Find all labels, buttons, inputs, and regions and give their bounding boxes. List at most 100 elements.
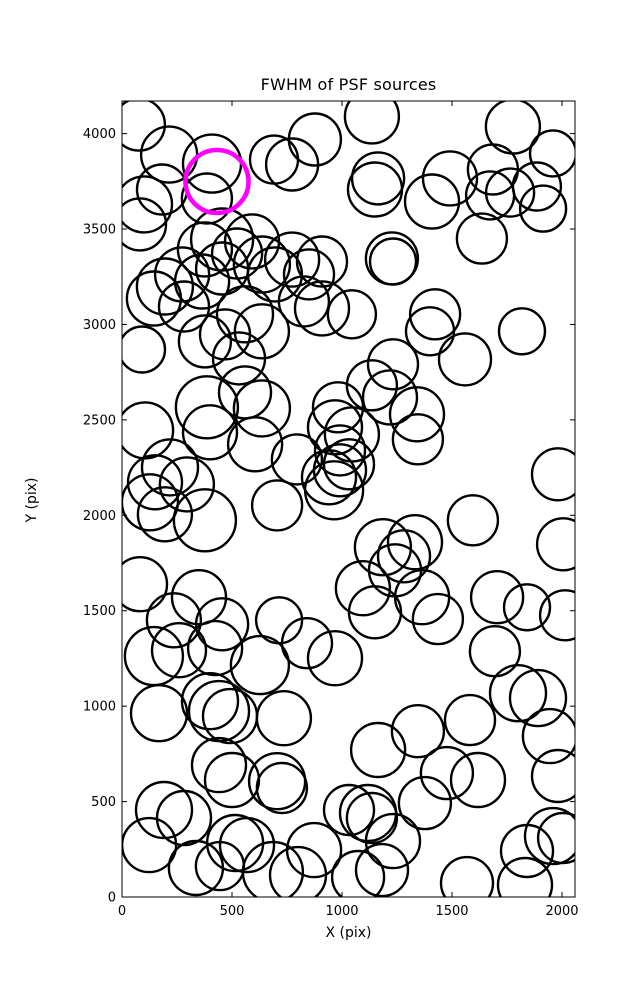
psf-source-circle bbox=[280, 617, 334, 670]
psf-source-circle bbox=[393, 569, 451, 626]
psf-source-circle bbox=[469, 570, 525, 625]
psf-source-circle bbox=[170, 569, 228, 626]
psf-source-circle bbox=[408, 288, 462, 341]
psf-source-circle bbox=[173, 253, 231, 310]
data-points bbox=[122, 101, 575, 897]
x-tick-label: 1000 bbox=[325, 904, 358, 919]
psf-source-circle bbox=[538, 589, 575, 642]
psf-source-circle bbox=[176, 221, 234, 278]
psf-source-circle bbox=[306, 630, 364, 687]
psf-source-circle bbox=[155, 789, 213, 847]
psf-source-circle bbox=[203, 751, 261, 809]
psf-source-circle bbox=[145, 592, 203, 649]
psf-source-circle bbox=[282, 248, 336, 301]
psf-source-circle bbox=[136, 486, 194, 543]
psf-source-circle bbox=[404, 306, 456, 357]
psf-source-circle bbox=[368, 237, 418, 286]
psf-source-circle bbox=[354, 842, 410, 897]
y-tick-label: 4000 bbox=[83, 127, 116, 142]
psf-source-circle bbox=[255, 761, 309, 815]
psf-source-circle bbox=[334, 560, 392, 617]
psf-source-circle bbox=[518, 184, 568, 233]
psf-source-circle bbox=[535, 517, 575, 572]
psf-source-circle bbox=[497, 307, 547, 356]
psf-source-circle bbox=[232, 379, 292, 438]
psf-source-circle bbox=[194, 597, 250, 652]
psf-source-circle bbox=[172, 488, 238, 553]
psf-source-circle bbox=[499, 823, 555, 879]
psf-source-circle bbox=[345, 359, 399, 412]
psf-source-circle bbox=[361, 369, 419, 426]
psf-source-circle bbox=[295, 235, 349, 288]
psf-source-circle bbox=[287, 112, 343, 167]
psf-source-circle bbox=[411, 592, 465, 646]
psf-source-circle bbox=[468, 625, 522, 678]
psf-source-circle bbox=[122, 197, 168, 252]
psf-source-circle bbox=[508, 668, 568, 728]
chart-title: FWHM of PSF sources bbox=[260, 75, 437, 94]
psf-source-circle bbox=[226, 416, 284, 473]
axis-ticks bbox=[121, 101, 575, 898]
psf-source-circle bbox=[346, 161, 404, 218]
psf-source-circle bbox=[211, 331, 267, 386]
psf-source-circle bbox=[167, 839, 225, 897]
psf-source-circle bbox=[439, 855, 495, 897]
psf-source-circle bbox=[521, 707, 575, 765]
psf-source-circle bbox=[536, 811, 575, 865]
psf-source-circle bbox=[135, 163, 189, 216]
psf-source-circle bbox=[488, 664, 548, 723]
psf-source-circle bbox=[268, 845, 328, 897]
psf-source-circle bbox=[255, 690, 313, 747]
psf-source-circle bbox=[134, 780, 194, 840]
psf-source-circle bbox=[270, 433, 324, 486]
psf-source-circle bbox=[326, 289, 378, 340]
psf-source-circle bbox=[446, 494, 500, 547]
psf-source-circle bbox=[366, 338, 420, 391]
psf-source-circle bbox=[303, 460, 365, 521]
psf-source-circle bbox=[190, 736, 248, 794]
x-axis-label: X (pix) bbox=[325, 925, 372, 941]
y-tick-label: 1500 bbox=[83, 604, 116, 619]
psf-source-circle bbox=[233, 303, 291, 360]
y-tick-label: 2500 bbox=[83, 413, 116, 428]
psf-source-circle bbox=[350, 151, 406, 206]
psf-source-circle bbox=[364, 812, 422, 870]
y-tick-label: 2000 bbox=[83, 509, 116, 524]
psf-source-circle bbox=[250, 479, 304, 532]
psf-source-circle bbox=[217, 365, 273, 420]
psf-source-circle bbox=[496, 856, 554, 897]
psf-source-circle bbox=[523, 806, 575, 866]
psf-source-circle bbox=[140, 438, 200, 497]
psf-source-circle bbox=[218, 816, 276, 874]
psf-source-circle bbox=[229, 634, 291, 696]
psf-source-circle bbox=[126, 454, 184, 511]
psf-source-circle bbox=[386, 514, 444, 571]
highlighted-psf-source-circle bbox=[183, 147, 251, 216]
psf-source-circle bbox=[293, 280, 351, 337]
psf-source-circle bbox=[330, 849, 386, 897]
psf-source-circle bbox=[122, 401, 175, 460]
psf-source-circle bbox=[277, 275, 331, 328]
psf-source-circle bbox=[345, 791, 399, 845]
y-tick-label: 3500 bbox=[83, 223, 116, 238]
psf-source-circle bbox=[449, 751, 507, 809]
psf-source-circle bbox=[186, 619, 244, 677]
psf-source-circle bbox=[347, 585, 403, 640]
psf-source-circle bbox=[311, 381, 365, 434]
psf-source-circle bbox=[343, 101, 401, 145]
x-tick-label: 2000 bbox=[545, 904, 578, 919]
psf-source-circle bbox=[263, 231, 321, 288]
psf-source-circle bbox=[349, 721, 407, 779]
psf-source-circle bbox=[158, 456, 216, 513]
psf-source-circle bbox=[376, 529, 432, 584]
y-tick-label: 0 bbox=[108, 891, 116, 906]
y-tick-label: 1000 bbox=[83, 700, 116, 715]
psf-source-circle bbox=[528, 129, 575, 178]
x-tick-label: 500 bbox=[220, 904, 245, 919]
axes-frame bbox=[121, 100, 576, 898]
psf-source-circle bbox=[403, 173, 461, 230]
psf-source-circle bbox=[174, 375, 240, 440]
y-tick-label: 500 bbox=[91, 795, 116, 810]
